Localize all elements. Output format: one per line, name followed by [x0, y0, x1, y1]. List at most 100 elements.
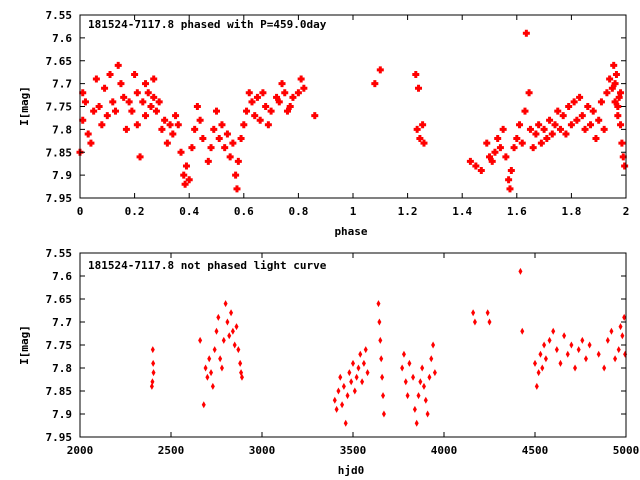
data-point: [311, 112, 319, 120]
data-point: [245, 89, 253, 97]
data-point: [600, 125, 608, 133]
data-point: [521, 107, 529, 115]
data-point: [92, 75, 100, 83]
data-point: [621, 162, 629, 170]
data-point: [218, 355, 223, 363]
data-point: [496, 144, 504, 152]
data-point: [486, 153, 493, 161]
data-point: [152, 107, 160, 115]
data-point: [506, 185, 514, 193]
data-point: [345, 392, 350, 400]
data-point: [584, 103, 592, 110]
data-point: [114, 61, 122, 69]
x-tick-label: 0.8: [288, 205, 308, 218]
data-point: [297, 75, 305, 83]
data-point: [614, 103, 622, 110]
data-point: [111, 107, 119, 115]
data-point: [412, 405, 417, 413]
data-point: [98, 121, 106, 129]
data-point: [216, 313, 221, 321]
data-point: [185, 176, 193, 184]
data-point: [223, 300, 228, 308]
data-point: [237, 135, 245, 143]
data-point: [188, 144, 196, 152]
data-point: [432, 369, 437, 377]
y-tick-label: 7.7: [52, 316, 72, 329]
data-point: [618, 323, 623, 331]
y-tick-label: 7.9: [52, 408, 72, 421]
data-point: [150, 378, 155, 386]
x-tick-label: 2500: [158, 444, 185, 457]
phased-y-axis-label: I[mag]: [18, 86, 31, 126]
data-point: [407, 359, 412, 367]
data-point: [207, 144, 215, 152]
data-point: [341, 382, 346, 390]
data-point: [376, 300, 381, 308]
data-point: [381, 410, 386, 418]
data-point: [229, 139, 237, 147]
x-tick-label: 0.2: [125, 205, 145, 218]
data-point: [606, 75, 614, 83]
data-point: [611, 98, 619, 106]
data-point: [136, 153, 144, 161]
x-tick-label: 5000: [613, 444, 640, 457]
data-point: [472, 318, 477, 326]
data-point: [155, 98, 163, 106]
data-point: [608, 84, 616, 92]
data-point: [401, 350, 406, 358]
data-point: [343, 419, 348, 427]
data-point: [605, 336, 610, 344]
data-point: [562, 332, 567, 340]
data-point: [294, 89, 302, 97]
data-point: [234, 323, 239, 331]
data-point: [567, 121, 575, 129]
data-point: [363, 346, 368, 354]
y-tick-label: 7.8: [52, 362, 72, 375]
data-point: [151, 359, 156, 367]
data-point: [427, 373, 432, 381]
data-point: [349, 378, 354, 386]
data-point: [589, 107, 597, 115]
data-point: [580, 336, 585, 344]
data-point: [181, 180, 189, 188]
data-point: [611, 80, 619, 88]
data-point: [520, 327, 525, 335]
data-point: [158, 125, 166, 133]
phased-plot: 0 0.2 0.4 0.6 0.8 1 1.2 1.4 1.6 1.8 2 7.55 7.6 7.65 7.…: [18, 9, 629, 238]
data-point: [581, 125, 589, 133]
data-point: [423, 396, 428, 404]
data-point: [101, 84, 109, 92]
x-tick-label: 4500: [522, 444, 549, 457]
data-point: [420, 139, 428, 147]
data-point: [79, 89, 87, 97]
data-point: [212, 346, 217, 354]
data-point: [620, 332, 625, 340]
data-point: [551, 121, 559, 129]
data-point: [526, 125, 534, 133]
data-point: [592, 135, 600, 143]
data-point: [418, 378, 423, 386]
data-point: [583, 355, 588, 363]
data-point: [234, 157, 242, 165]
data-point: [262, 103, 270, 110]
data-point: [565, 350, 570, 358]
data-point: [125, 98, 133, 106]
data-point: [558, 359, 563, 367]
data-point: [149, 382, 154, 390]
data-point: [570, 98, 578, 106]
data-point: [218, 121, 226, 129]
data-point: [518, 139, 526, 147]
x-tick-label: 1.2: [398, 205, 418, 218]
phased-data-points: [76, 29, 629, 193]
data-point: [226, 153, 234, 161]
data-point: [259, 89, 267, 97]
data-point: [230, 327, 235, 335]
data-point: [556, 125, 564, 133]
data-point: [150, 346, 155, 354]
data-point: [340, 401, 345, 409]
data-point: [491, 148, 499, 156]
y-tick-label: 7.6: [52, 32, 72, 45]
data-point: [425, 410, 430, 418]
data-point: [210, 125, 218, 133]
